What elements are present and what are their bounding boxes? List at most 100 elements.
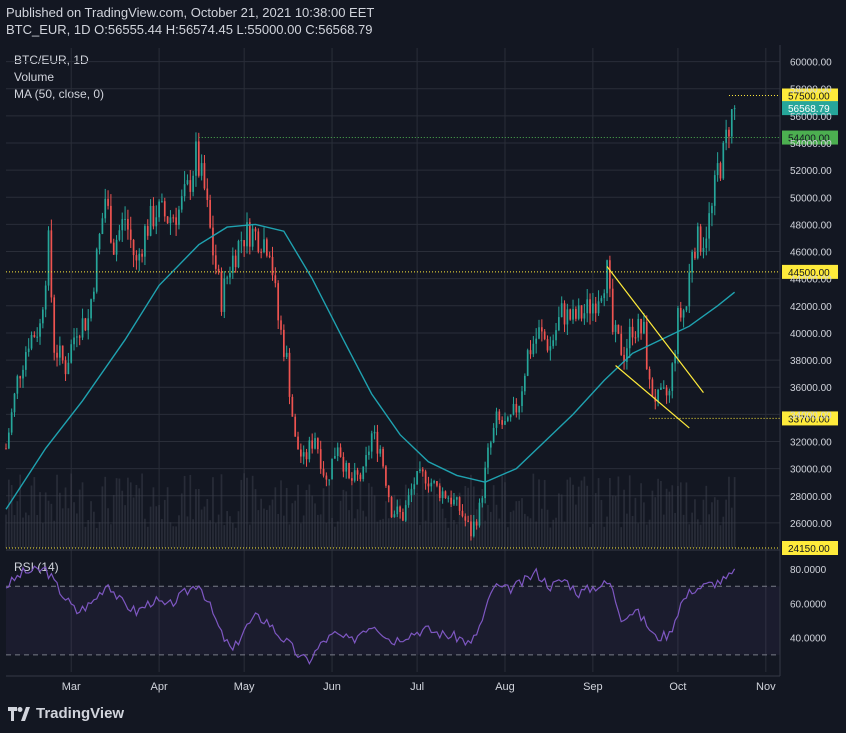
volume-bar: [679, 482, 682, 548]
volume-bar: [294, 500, 297, 548]
candle-body: [600, 298, 603, 302]
candle-body: [421, 469, 424, 472]
volume-bar: [124, 505, 126, 548]
volume-bar: [59, 492, 61, 548]
candle-body: [300, 449, 302, 457]
candle-body: [271, 256, 274, 276]
candle-body: [285, 352, 288, 357]
level-label: 24150.00: [788, 544, 830, 555]
price-tick-label: 26000.00: [790, 519, 832, 530]
volume-bar: [563, 521, 566, 548]
volume-bar: [586, 485, 589, 548]
volume-bar: [300, 523, 302, 548]
level-label: 54400.00: [788, 134, 830, 145]
volume-bar: [478, 519, 481, 548]
candle-body: [674, 353, 676, 364]
volume-bar: [685, 482, 688, 548]
price-tick-label: 44000.00: [790, 275, 832, 286]
volume-bar: [280, 480, 282, 548]
candle-body: [280, 320, 282, 330]
candle-body: [331, 458, 333, 480]
volume-bar: [546, 509, 549, 548]
volume-bar: [492, 485, 495, 548]
candle-body: [373, 431, 376, 434]
volume-bar: [495, 504, 498, 548]
price-tick-label: 56000.00: [790, 112, 832, 123]
volume-bar: [538, 479, 540, 548]
volume-bar: [331, 517, 333, 548]
candle-body: [101, 218, 104, 235]
volume-legend[interactable]: Volume: [14, 70, 55, 84]
volume-bar: [555, 517, 557, 548]
axes: 60000.00 58000.00 56000.00 54000.00 52000.00…: [6, 45, 832, 693]
level-label: 44500.00: [788, 268, 830, 279]
volume-bar: [609, 478, 611, 548]
volume-bar: [626, 513, 628, 548]
volume-bar: [175, 526, 177, 548]
tradingview-brand[interactable]: TradingView: [8, 705, 124, 722]
tradingview-logo-icon: [8, 706, 30, 721]
candle-body: [87, 318, 90, 331]
volume-bar: [172, 526, 175, 548]
time-tick-label: Jul: [410, 681, 424, 693]
volume-bar: [33, 477, 36, 548]
volume-bar: [146, 526, 149, 548]
candle-body: [475, 521, 478, 526]
price-chart[interactable]: 57500.00 54400.00 44500.00 33700.00 24150.00…: [0, 0, 846, 700]
candle-body: [512, 403, 515, 415]
candle-body: [691, 251, 693, 273]
candle-body: [214, 255, 217, 269]
candle-body: [251, 228, 254, 247]
volume-bar: [526, 516, 529, 548]
volume-bar: [592, 523, 594, 548]
candle-body: [308, 440, 311, 460]
volume-bar: [733, 477, 736, 548]
rsi-tick-label: 40.0000: [790, 634, 827, 645]
candle-body: [297, 436, 299, 450]
volume-bar: [716, 499, 719, 548]
candle-body: [523, 375, 526, 392]
candle-body: [115, 239, 118, 255]
candle-body: [124, 218, 126, 220]
time-tick-label: Nov: [756, 681, 776, 693]
candle-body: [450, 497, 452, 505]
volume-bar: [353, 518, 356, 548]
candle-body: [158, 201, 160, 218]
volume-bar: [603, 526, 606, 548]
volume-bar: [543, 479, 546, 548]
candle-body: [42, 309, 44, 324]
volume-bar: [461, 517, 464, 548]
candle-body: [387, 485, 390, 498]
volume-bar: [197, 489, 200, 548]
volume-bar: [370, 486, 373, 548]
volume-bar: [288, 524, 291, 548]
volume-bar: [594, 493, 597, 548]
candle-body: [138, 253, 141, 261]
price-tick-label: 46000.00: [790, 248, 832, 259]
volume-bar: [521, 498, 523, 548]
candle-body: [481, 498, 484, 503]
time-tick-label: Oct: [669, 681, 686, 693]
candle-body: [217, 268, 220, 272]
ma-legend[interactable]: MA (50, close, 0): [14, 87, 105, 101]
volume-bar: [223, 525, 226, 548]
ma50-line: [5, 223, 736, 510]
volume-bar: [260, 498, 263, 548]
candle-body: [178, 209, 180, 225]
candle-body: [572, 309, 574, 320]
overlays: 57500.00 54400.00 44500.00 33700.00 24150.00…: [5, 88, 838, 555]
trendline: [606, 266, 704, 394]
volume-bar: [688, 524, 691, 548]
volume-bar: [277, 513, 280, 548]
candle-body: [152, 205, 155, 227]
volume-bar: [722, 516, 725, 548]
candle-body: [161, 201, 163, 203]
candle-body: [260, 251, 263, 253]
volume-bar: [730, 507, 733, 548]
candle-body: [563, 303, 566, 325]
candle-body: [665, 387, 668, 396]
volume-bar: [118, 478, 121, 548]
candle-body: [614, 324, 617, 332]
candle-body: [47, 230, 50, 286]
time-tick-label: Apr: [151, 681, 168, 693]
